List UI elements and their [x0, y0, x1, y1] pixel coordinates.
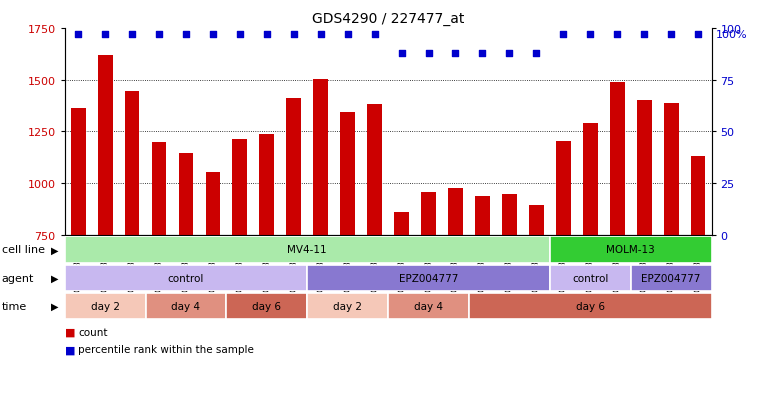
Bar	[286, 99, 301, 235]
Point	[665, 32, 677, 38]
Point	[126, 32, 139, 38]
Text: EPZ004777: EPZ004777	[642, 273, 701, 283]
Bar	[637, 101, 651, 235]
Text: ■: ■	[65, 344, 75, 354]
Point	[99, 32, 111, 38]
Bar	[179, 154, 193, 235]
Bar	[307, 265, 550, 291]
Text: percentile rank within the sample: percentile rank within the sample	[78, 344, 254, 354]
Bar	[227, 293, 307, 319]
Text: agent: agent	[2, 273, 34, 283]
Text: control: control	[167, 273, 204, 283]
Text: day 6: day 6	[576, 301, 605, 311]
Bar	[307, 293, 388, 319]
Point	[207, 32, 219, 38]
Text: GDS4290 / 227477_at: GDS4290 / 227477_at	[312, 12, 464, 26]
Bar	[151, 142, 167, 235]
Point	[342, 32, 354, 38]
Text: ■: ■	[65, 327, 75, 337]
Point	[557, 32, 569, 38]
Text: day 2: day 2	[333, 301, 362, 311]
Text: count: count	[78, 327, 108, 337]
Text: MOLM-13: MOLM-13	[607, 245, 655, 255]
Bar	[368, 104, 382, 235]
Point	[396, 50, 408, 57]
Bar	[65, 293, 145, 319]
Point	[153, 32, 165, 38]
Point	[180, 32, 192, 38]
Point	[611, 32, 623, 38]
Bar	[448, 189, 463, 235]
Text: day 4: day 4	[414, 301, 443, 311]
Text: day 4: day 4	[171, 301, 200, 311]
Bar	[232, 140, 247, 235]
Bar	[340, 113, 355, 235]
Text: time: time	[2, 301, 27, 311]
Point	[234, 32, 246, 38]
Text: day 6: day 6	[253, 301, 282, 311]
Text: ▶: ▶	[51, 273, 59, 283]
Text: day 2: day 2	[91, 301, 119, 311]
Point	[261, 32, 273, 38]
Bar	[388, 293, 469, 319]
Bar	[421, 192, 436, 235]
Bar	[71, 108, 85, 235]
Bar	[550, 237, 712, 263]
Point	[692, 32, 704, 38]
Bar	[550, 265, 631, 291]
Bar	[691, 157, 705, 235]
Bar	[125, 92, 139, 235]
Bar	[469, 293, 712, 319]
Text: 100%: 100%	[715, 30, 747, 40]
Point	[503, 50, 515, 57]
Bar	[529, 206, 544, 235]
Bar	[583, 124, 597, 235]
Point	[368, 32, 380, 38]
Point	[72, 32, 84, 38]
Bar	[65, 237, 550, 263]
Text: cell line: cell line	[2, 245, 45, 255]
Bar	[475, 196, 490, 235]
Text: control: control	[572, 273, 609, 283]
Point	[530, 50, 543, 57]
Point	[314, 32, 326, 38]
Bar	[145, 293, 227, 319]
Bar	[260, 134, 274, 235]
Bar	[631, 265, 712, 291]
Point	[638, 32, 650, 38]
Point	[288, 32, 300, 38]
Bar	[314, 79, 328, 235]
Text: MV4-11: MV4-11	[288, 245, 327, 255]
Point	[422, 50, 435, 57]
Bar	[610, 83, 625, 235]
Bar	[65, 265, 307, 291]
Bar	[205, 173, 221, 235]
Bar	[97, 56, 113, 235]
Point	[450, 50, 462, 57]
Bar	[394, 213, 409, 235]
Point	[476, 50, 489, 57]
Bar	[502, 194, 517, 235]
Point	[584, 32, 597, 38]
Text: ▶: ▶	[51, 245, 59, 255]
Text: EPZ004777: EPZ004777	[399, 273, 458, 283]
Bar	[556, 141, 571, 235]
Text: ▶: ▶	[51, 301, 59, 311]
Bar	[664, 103, 679, 235]
